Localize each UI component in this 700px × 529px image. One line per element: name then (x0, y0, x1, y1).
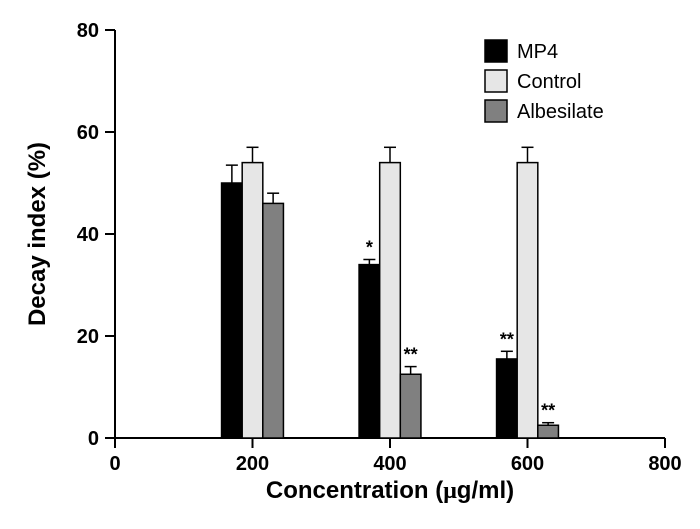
bar-control (380, 163, 401, 438)
legend-swatch-mp4 (485, 40, 507, 62)
bar-control (242, 163, 263, 438)
svg-text:600: 600 (511, 453, 544, 475)
bar-mp4 (359, 265, 380, 438)
svg-text:0: 0 (109, 453, 120, 475)
legend-label: MP4 (517, 41, 558, 63)
svg-text:400: 400 (373, 453, 406, 475)
svg-text:800: 800 (648, 453, 681, 475)
legend-swatch-albesilate (485, 100, 507, 122)
bar-mp4 (222, 183, 243, 438)
svg-text:Concentration (μg/ml): Concentration (μg/ml) (266, 477, 514, 504)
svg-text:60: 60 (77, 122, 99, 144)
bar-control (517, 163, 538, 438)
svg-text:Decay index (%): Decay index (%) (24, 142, 51, 326)
svg-text:40: 40 (77, 224, 99, 246)
legend-label: Control (517, 71, 581, 93)
svg-text:20: 20 (77, 326, 99, 348)
bar-albesilate (263, 203, 284, 438)
significance-label: * (366, 238, 373, 258)
bar-chart: 0204060800200400600800Concentration (μg/… (0, 0, 700, 529)
legend-label: Albesilate (517, 101, 604, 123)
svg-text:80: 80 (77, 20, 99, 42)
bar-albesilate (538, 425, 559, 438)
significance-label: ** (541, 401, 555, 421)
svg-text:200: 200 (236, 453, 269, 475)
bar-albesilate (400, 374, 421, 438)
svg-text:0: 0 (88, 428, 99, 450)
chart-container: 0204060800200400600800Concentration (μg/… (0, 0, 700, 529)
legend-swatch-control (485, 70, 507, 92)
significance-label: ** (500, 329, 514, 349)
bar-mp4 (497, 359, 518, 438)
significance-label: ** (404, 345, 418, 365)
